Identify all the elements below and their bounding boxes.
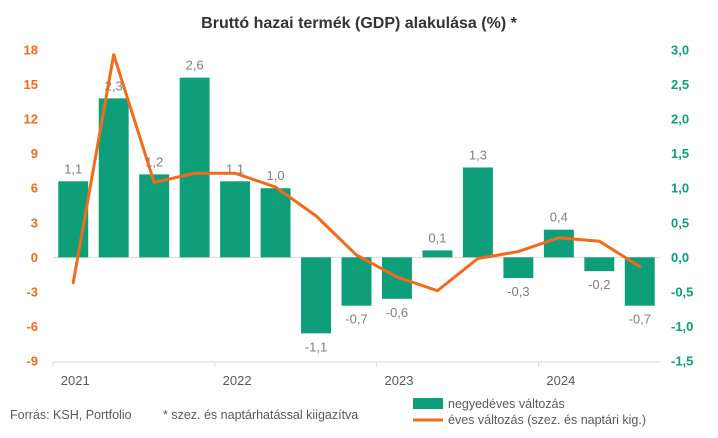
left-tick-label: 0 [31, 250, 38, 265]
right-axis-ticks: 3,0 2,5 2,0 1,5 1,0 0,5 0,0 -0,5 -1,0 -1,5 [671, 43, 693, 369]
bar-value-label: 1,1 [64, 161, 82, 176]
bar [422, 250, 453, 258]
left-tick-label: -3 [26, 284, 38, 299]
right-tick-label: 0,5 [671, 215, 689, 230]
bar-value-label: -0,6 [386, 305, 408, 320]
right-tick-label: 2,0 [671, 112, 689, 127]
chart-title: Bruttó hazai termék (GDP) alakulása (%) … [201, 15, 517, 32]
right-tick-label: 0,0 [671, 250, 689, 265]
right-tick-label: -0,5 [671, 284, 693, 299]
left-tick-label: 6 [31, 181, 38, 196]
bar-value-label: 0,4 [550, 210, 568, 225]
bar-series [58, 77, 655, 334]
bar [462, 167, 493, 258]
bar [503, 257, 534, 279]
right-tick-label: -1,0 [671, 319, 693, 334]
bar-value-label: -0,7 [629, 312, 651, 327]
x-tick-label: 2024 [546, 373, 575, 388]
bar-value-label: -1,1 [305, 339, 327, 354]
bar [139, 174, 170, 258]
right-tick-label: -1,5 [671, 354, 693, 369]
bar-value-label: -0,2 [588, 277, 610, 292]
legend-line-label: éves változás (szez. és naptári kig.) [448, 413, 646, 427]
left-tick-label: 12 [24, 112, 38, 127]
bar-value-label: -0,3 [507, 284, 529, 299]
line-series [71, 53, 642, 293]
bar [260, 188, 291, 258]
bar-value-label: -0,7 [345, 312, 367, 327]
bar [543, 229, 574, 258]
footnote: * szez. és naptárhatással kiigazítva [163, 408, 358, 422]
bar-value-label: 1,0 [267, 168, 285, 183]
bar-value-label: 1,3 [469, 147, 487, 162]
bar [220, 181, 251, 258]
x-axis-ticks: 2021 2022 2023 2024 [52, 362, 575, 388]
annual-change-line [71, 53, 642, 293]
right-tick-label: 1,5 [671, 146, 689, 161]
left-tick-label: 18 [24, 43, 38, 58]
left-tick-label: 9 [31, 146, 38, 161]
x-tick-label: 2022 [223, 373, 252, 388]
bar [584, 257, 615, 272]
right-tick-label: 1,0 [671, 181, 689, 196]
x-tick-label: 2023 [385, 373, 414, 388]
bar [624, 257, 655, 306]
right-tick-label: 3,0 [671, 43, 689, 58]
bar-value-label: 2,6 [186, 58, 204, 73]
bar-value-label: 0,1 [428, 230, 446, 245]
legend-bar-swatch [413, 398, 443, 409]
bar [179, 77, 210, 258]
bar [98, 98, 129, 258]
legend-bar-label: negyedéves változás [448, 397, 565, 411]
left-tick-label: -9 [26, 354, 38, 369]
left-tick-label: 15 [24, 77, 38, 92]
left-tick-label: -6 [26, 319, 38, 334]
right-tick-label: 2,5 [671, 77, 689, 92]
bar [341, 257, 372, 306]
left-axis-ticks: 18 15 12 9 6 3 0 -3 -6 -9 [24, 43, 38, 369]
source-note: Forrás: KSH, Portfolio [10, 408, 132, 422]
left-tick-label: 3 [31, 215, 38, 230]
bar [301, 257, 332, 334]
x-tick-label: 2021 [61, 373, 90, 388]
